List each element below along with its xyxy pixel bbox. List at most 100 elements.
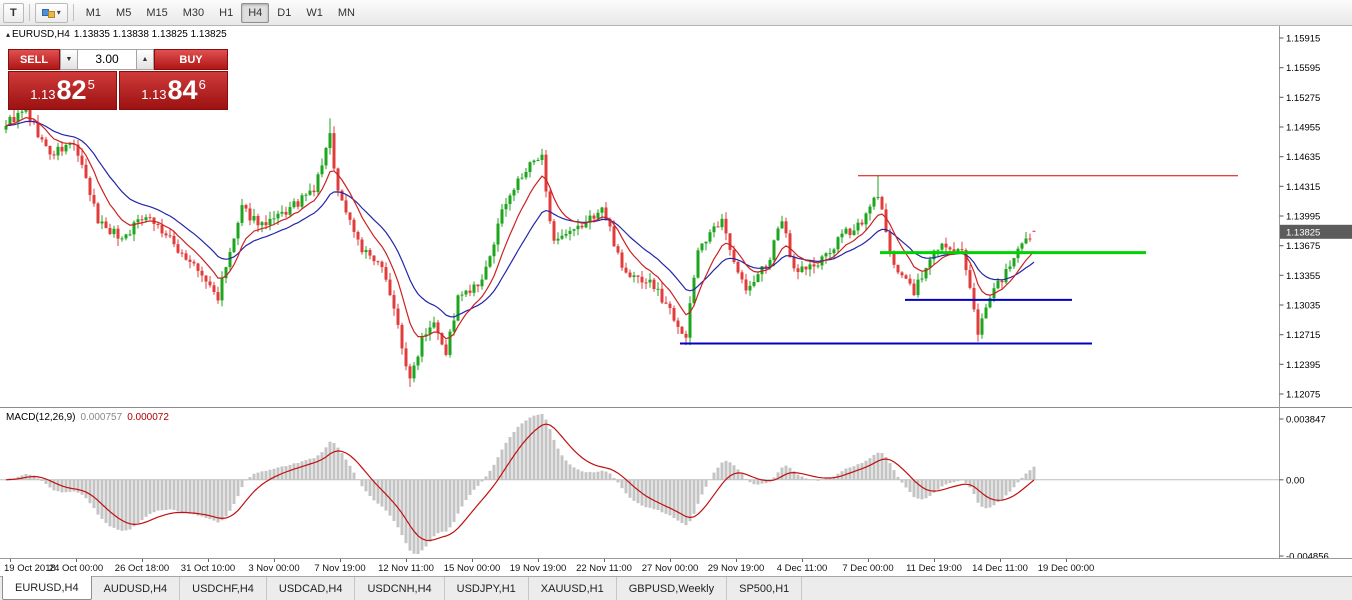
tab-usdcnh-h4[interactable]: USDCNH,H4 <box>355 577 445 600</box>
chart-tools-icon <box>47 11 55 18</box>
tab-xauusd-h1[interactable]: XAUUSD,H1 <box>529 577 617 600</box>
chart-area: 1.15915 1.15595 1.15275 1.14955 1.14635 1.143… <box>0 26 1352 558</box>
time-label: 31 Oct 10:00 <box>180 563 236 574</box>
time-label: 3 Nov 00:00 <box>248 563 300 574</box>
time-label: 7 Dec 00:00 <box>842 563 894 574</box>
volume-increase-button[interactable]: ▲ <box>136 49 154 70</box>
time-label: 19 Nov 19:00 <box>509 563 567 574</box>
timeframe-m1[interactable]: M1 <box>79 3 108 23</box>
price-axis-label: 1.13355 <box>1286 271 1320 282</box>
time-tick <box>208 559 209 562</box>
time-tick <box>1000 559 1001 562</box>
macd-axis-label: 0.00 <box>1286 475 1305 486</box>
price-axis-label: 1.12075 <box>1286 390 1320 401</box>
price-axis-label: 1.13675 <box>1286 241 1320 252</box>
buy-price-display[interactable]: 1.13 84 6 <box>119 71 228 110</box>
moving-averages <box>5 116 1035 340</box>
tab-gbpusd-weekly[interactable]: GBPUSD,Weekly <box>617 577 728 600</box>
macd-indicator-label: MACD(12,26,9) 0.000757 0.000072 <box>6 412 169 423</box>
time-tick <box>406 559 407 562</box>
price-axis-label: 1.14315 <box>1286 182 1320 193</box>
timeframe-m30[interactable]: M30 <box>176 3 211 23</box>
timeframe-m15[interactable]: M15 <box>139 3 174 23</box>
time-tick <box>670 559 671 562</box>
timeframe-d1[interactable]: D1 <box>270 3 298 23</box>
chart-ohlc: 1.13835 1.13838 1.13825 1.13825 <box>73 29 227 40</box>
time-label: 29 Nov 19:00 <box>707 563 765 574</box>
timeframe-m5[interactable]: M5 <box>109 3 138 23</box>
tab-usdcad-h4[interactable]: USDCAD,H4 <box>267 577 356 600</box>
sell-button[interactable]: SELL <box>8 49 60 70</box>
tab-eurusd-h4[interactable]: EURUSD,H4 <box>2 576 92 600</box>
time-label: 27 Nov 00:00 <box>641 563 699 574</box>
horizontal-line-objects <box>680 175 1238 345</box>
macd-name: MACD(12,26,9) <box>6 412 76 423</box>
chart-symbol: EURUSD,H4 <box>12 29 70 40</box>
price-axis-label: 1.15275 <box>1286 93 1320 104</box>
time-tick <box>538 559 539 562</box>
macd-panel <box>0 414 1280 554</box>
templates-button[interactable]: T <box>3 2 24 23</box>
price-axis-label: 1.12715 <box>1286 330 1320 341</box>
timeframe-group: M1 M5 M15 M30 H1 H4 D1 W1 MN <box>79 2 362 23</box>
tab-audusd-h4[interactable]: AUDUSD,H4 <box>92 577 181 600</box>
buy-price-sup: 6 <box>198 77 206 92</box>
timeframe-w1[interactable]: W1 <box>299 3 330 23</box>
time-label: 14 Dec 11:00 <box>972 563 1028 574</box>
chart-title: ▴ EURUSD,H4 1.13835 1.13838 1.13825 1.1382… <box>6 29 227 40</box>
time-tick <box>472 559 473 562</box>
time-label: 22 Nov 11:00 <box>576 563 632 574</box>
candlesticks <box>4 106 1036 387</box>
time-tick <box>76 559 77 562</box>
macd-axis-label: 0.003847 <box>1286 415 1326 426</box>
buy-button[interactable]: BUY <box>154 49 228 70</box>
chart-tools-button[interactable]: ▾ <box>34 2 68 23</box>
one-click-collapse-icon[interactable]: ▴ <box>6 30 11 39</box>
time-label: 7 Nov 19:00 <box>314 563 366 574</box>
sell-price-big: 82 <box>56 75 87 105</box>
macd-signal-value: 0.000072 <box>127 412 169 423</box>
sell-price-prefix: 1.13 <box>30 87 56 102</box>
price-axis-label: 1.13035 <box>1286 301 1320 312</box>
time-tick <box>604 559 605 562</box>
time-axis[interactable]: 19 Oct 2018 24 Oct 00:00 26 Oct 18:00 31 Oc… <box>0 558 1352 576</box>
tab-usdchf-h4[interactable]: USDCHF,H4 <box>180 577 267 600</box>
chart-tabs: EURUSD,H4 AUDUSD,H4 USDCHF,H4 USDCAD,H4 USDC… <box>0 576 1352 600</box>
toolbar-separator <box>28 4 30 21</box>
time-label: 4 Dec 11:00 <box>776 563 828 574</box>
toolbar: T ▾ M1 M5 M15 M30 H1 H4 D1 W1 MN <box>0 0 1352 26</box>
time-label: 12 Nov 11:00 <box>378 563 434 574</box>
time-tick <box>10 559 11 562</box>
macd-axis: 0.003847 0.00 -0.004856 <box>1279 415 1329 559</box>
bid-price-tag: 1.13825 <box>1280 224 1352 239</box>
time-label: 19 Oct 2018 <box>4 563 56 574</box>
time-tick <box>802 559 803 562</box>
volume-decrease-button[interactable]: ▼ <box>60 49 78 70</box>
time-tick <box>340 559 341 562</box>
panel-splitter <box>0 407 1352 409</box>
buy-price-big: 84 <box>167 75 198 105</box>
one-click-trading-panel: SELL ▼ 3.00 ▲ BUY 1.13 82 5 1.13 84 6 <box>8 49 228 110</box>
macd-axis-label: -0.004856 <box>1286 552 1329 559</box>
price-axis-label: 1.13995 <box>1286 212 1320 223</box>
toolbar-separator <box>72 4 74 21</box>
price-axis-label: 1.15595 <box>1286 63 1320 74</box>
time-label: 11 Dec 19:00 <box>906 563 962 574</box>
time-tick <box>934 559 935 562</box>
sell-price-sup: 5 <box>87 77 95 92</box>
time-tick <box>736 559 737 562</box>
timeframe-h1[interactable]: H1 <box>212 3 240 23</box>
price-axis-label: 1.14955 <box>1286 123 1320 134</box>
tab-sp500-h1[interactable]: SP500,H1 <box>727 577 803 600</box>
time-label: 19 Dec 00:00 <box>1037 563 1095 574</box>
volume-input[interactable]: 3.00 <box>78 49 136 70</box>
tab-usdjpy-h1[interactable]: USDJPY,H1 <box>445 577 529 600</box>
price-chart[interactable]: 1.15915 1.15595 1.15275 1.14955 1.14635 1.143… <box>0 26 1352 558</box>
sell-price-display[interactable]: 1.13 82 5 <box>8 71 117 110</box>
price-axis-label: 1.12395 <box>1286 360 1320 371</box>
time-tick <box>274 559 275 562</box>
time-tick <box>142 559 143 562</box>
time-label: 15 Nov 00:00 <box>443 563 501 574</box>
timeframe-h4[interactable]: H4 <box>241 2 270 23</box>
timeframe-mn[interactable]: MN <box>331 3 362 23</box>
